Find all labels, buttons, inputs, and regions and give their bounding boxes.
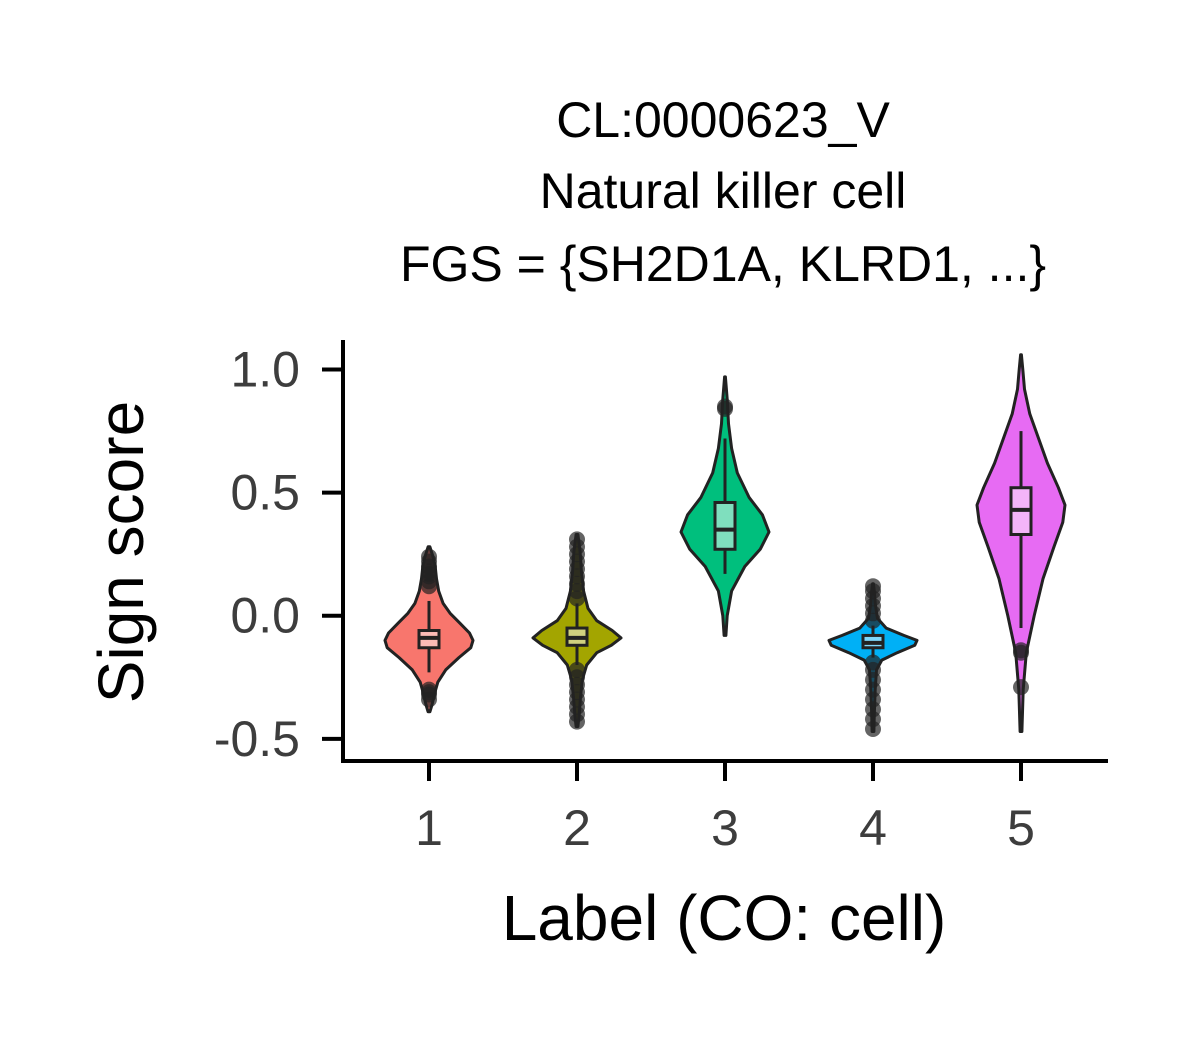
plot-area: [383, 353, 1067, 737]
y-axis-title: Sign score: [85, 401, 157, 703]
outlier-2-7: [569, 661, 585, 678]
violin-group-4: [827, 578, 919, 737]
violin-group-3: [679, 375, 771, 637]
chart-title: CL:0000623_V Natural killer cell FGS = {…: [400, 92, 1046, 292]
outlier-4-13: [865, 578, 881, 595]
box-3: [713, 500, 737, 551]
x-tick-label: 2: [563, 800, 591, 856]
violin-group-5: [975, 353, 1067, 733]
outlier-1-11: [421, 548, 437, 565]
x-tick-label: 5: [1007, 800, 1035, 856]
title-line-2: Natural killer cell: [540, 163, 907, 219]
outlier-1-3: [421, 681, 437, 698]
title-line-1: CL:0000623_V: [556, 92, 890, 148]
x-tick-label: 3: [711, 800, 739, 856]
violin-group-2: [531, 531, 623, 730]
outlier-5-1: [1013, 644, 1029, 661]
violin-group-1: [383, 545, 475, 714]
title-line-3: FGS = {SH2D1A, KLRD1, ...}: [400, 236, 1046, 292]
y-tick-label: -0.5: [214, 711, 300, 767]
x-tick-label: 1: [415, 800, 443, 856]
outlier-5-2: [1013, 679, 1029, 696]
axes: -0.5 0.0 0.5 1.0 1 2 3 4 5: [214, 340, 1108, 856]
y-tick-label: 1.0: [230, 342, 300, 398]
outlier-4-7: [865, 654, 881, 671]
x-axis-title: Label (CO: cell): [502, 882, 947, 954]
y-ticks: -0.5 0.0 0.5 1.0: [214, 342, 343, 767]
y-tick-label: 0.5: [230, 465, 300, 521]
y-tick-label: 0.0: [230, 588, 300, 644]
x-ticks: 1 2 3 4 5: [415, 761, 1035, 856]
x-tick-label: 4: [859, 800, 887, 856]
outlier-2-16: [569, 531, 585, 548]
outlier-3-1: [717, 398, 733, 415]
